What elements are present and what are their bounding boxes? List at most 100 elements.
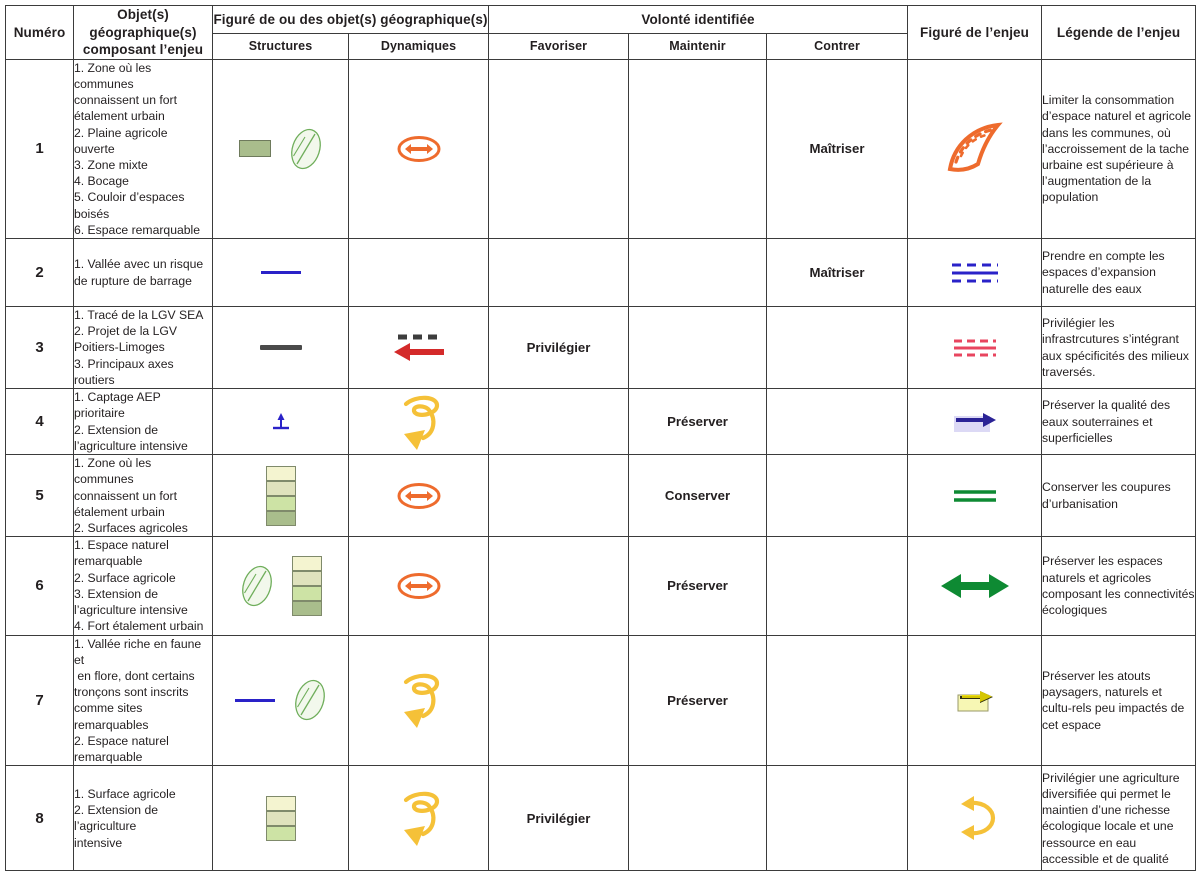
row-numero: 6 [5,536,74,636]
row-objets: 1. Zone où les communes connaissent un fo… [73,454,213,538]
row-favoriser [488,536,629,636]
objet-line: l’agriculture intensive [74,438,188,453]
enjeux-table: Numéro Objet(s) géographique(s) composan… [5,5,1197,871]
yellow-spiral-arrow-icon [403,674,439,729]
row-favoriser [488,388,629,456]
row-contrer [765,765,909,871]
orange-ellipse-double-arrow-icon [397,482,440,509]
hatched-ellipse-icon [241,565,272,607]
row-figure-enjeu [907,388,1043,456]
row-maintenir: Conserver [628,454,767,538]
header-row-top: Numéro Objet(s) géographique(s) composan… [5,5,1197,60]
objet-line: de rupture de barrage [74,273,192,288]
row-contrer [765,536,909,636]
objet-line: routiers [74,372,115,387]
table-row: 6 1. Espace naturel remarquable 2. Surface … [5,536,1197,636]
row-numero: 5 [5,454,74,538]
objet-line: 2. Plaine agricole [74,125,168,140]
objet-line: 3. Principaux axes [74,356,174,371]
green-double-line-icon [953,489,996,502]
row-contrer [765,388,909,456]
row-structures-figure [212,536,349,636]
row-figure-enjeu [907,454,1043,538]
row-figure-enjeu [907,536,1043,636]
row-favoriser [488,454,629,538]
objet-line: connaissent un fort [74,93,177,108]
row-structures-figure [212,388,349,456]
objet-line: 1. Espace naturel [74,538,169,553]
objet-line: connaissent un fort [74,488,177,503]
objet-line: 1. Zone où les communes [74,456,155,487]
blue-line-icon [260,271,301,275]
table-row: 7 1. Vallée riche en faune et en flore, d… [5,634,1197,767]
row-structures-figure [212,634,349,767]
objet-line: 1. Vallée riche en faune et [74,636,205,667]
red-dashed-triple-line-icon [953,339,996,357]
objet-line: 1. Zone où les communes [74,60,155,91]
row-objets: 1. Surface agricole 2. Extension de l’agr… [73,765,213,871]
blue-dashed-triple-line-icon [951,263,998,283]
row-structures-figure [212,765,349,871]
blue-captage-marker-icon [272,412,289,429]
objet-line: en flore, dont certains [74,668,195,683]
objet-line: 2. Surface agricole [74,570,176,585]
hatched-ellipse-icon [290,128,321,169]
row-figure-enjeu [907,634,1043,767]
row-dynamiques-figure [348,634,489,767]
row-figure-enjeu [907,765,1043,871]
row-favoriser: Privilégier [488,765,629,871]
objet-line: 2. Projet de la LGV [74,324,177,339]
hatched-ellipse-icon [294,680,325,721]
row-contrer [765,634,909,767]
row-numero: 8 [5,765,74,871]
row-dynamiques-figure [348,58,489,240]
table-row: 1 1. Zone où les communes connaissent un f… [5,58,1197,240]
objet-line: intensive [74,835,123,850]
row-maintenir: Préserver [628,536,767,636]
table-row: 8 1. Surface agricole 2. Extension de l’ag… [5,765,1197,871]
yellow-spiral-arrow-icon [403,792,439,847]
row-dynamiques-figure [348,306,489,390]
objet-line: Poitiers-Limoges [74,340,165,355]
row-structures-figure [212,454,349,538]
row-contrer: Maîtriser [765,58,909,240]
header-figure-objets: Figuré de ou des objet(s) géographique(s… [212,5,489,34]
table-row: 5 1. Zone où les communes connaissent un f… [5,454,1197,538]
objet-line: boisés [74,206,110,221]
navy-arrow-on-lavender-box-icon [953,412,996,432]
row-contrer: Maîtriser [765,238,909,308]
green-rectangle-swatch-icon [238,140,271,158]
row-legende: Prendre en compte les espaces d’expansio… [1041,238,1197,308]
row-figure-enjeu [907,238,1043,308]
row-legende: Privilégier une agriculture diversifiée … [1041,765,1197,871]
legend-table-sheet: Numéro Objet(s) géographique(s) composan… [5,5,1197,871]
objet-line: 5. Couloir d’espaces [74,190,185,205]
green-gradient-swatch-stack-icon [265,465,296,526]
objet-line: comme sites remarquables [74,701,149,732]
objet-line: tronçons sont inscrits [74,685,189,700]
green-gradient-swatch-stack-icon [291,555,322,616]
dark-dashed-segments-icon [397,334,440,340]
row-numero: 7 [5,634,74,767]
row-objets: 1. Espace naturel remarquable 2. Surface a… [73,536,213,636]
objet-line: 2. Espace naturel [74,733,169,748]
row-figure-enjeu [907,58,1043,240]
row-legende: Privilégier les infrastrcutures s’intégr… [1041,306,1197,390]
objet-line: ouverte [74,141,115,156]
yellow-spiral-arrow-icon [403,395,439,450]
table-row: 3 1. Tracé de la LGV SEA 2. Projet de la L… [5,306,1197,390]
row-favoriser [488,238,629,308]
row-dynamiques-figure [348,388,489,456]
objet-line: 1. Tracé de la LGV SEA [74,308,204,323]
row-contrer [765,454,909,538]
row-dynamiques-figure [348,454,489,538]
dark-grey-thick-line-icon [259,345,302,351]
header-objets: Objet(s) géographique(s) composant l’enj… [73,5,213,60]
row-legende: Préserver les atouts paysagers, naturels… [1041,634,1197,767]
objet-line: l’agriculture intensive [74,603,188,618]
header-numero: Numéro [5,5,74,60]
row-maintenir: Préserver [628,388,767,456]
orange-crescent-dashes-icon [947,122,1003,172]
objet-line: 1. Captage AEP prioritaire [74,390,164,421]
row-favoriser: Privilégier [488,306,629,390]
